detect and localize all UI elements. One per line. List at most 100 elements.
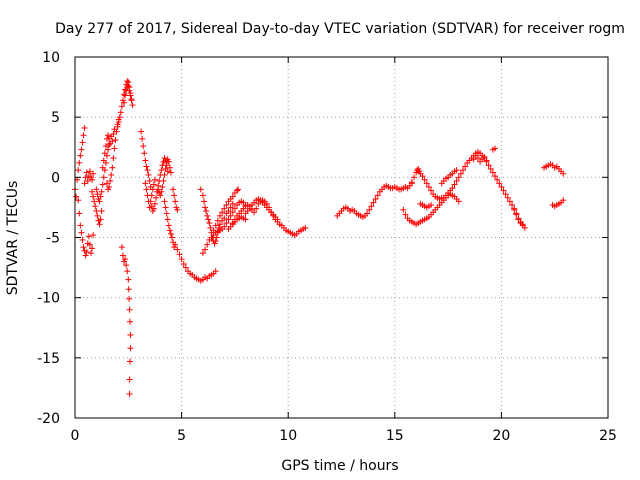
data-point: [449, 185, 456, 192]
data-point: [210, 227, 217, 234]
data-point: [519, 221, 526, 228]
data-point: [86, 168, 93, 175]
data-point: [202, 246, 209, 253]
data-point: [97, 216, 104, 223]
data-point: [205, 216, 212, 223]
data-point: [73, 193, 80, 200]
data-point: [127, 331, 134, 338]
data-point: [221, 205, 228, 212]
data-point: [174, 206, 181, 213]
data-point: [366, 206, 373, 213]
data-point: [451, 181, 458, 188]
data-point: [121, 99, 128, 106]
data-point: [83, 248, 90, 255]
data-point: [182, 264, 189, 271]
data-point: [235, 186, 242, 193]
data-point: [81, 180, 88, 187]
data-point: [169, 234, 176, 241]
data-point: [161, 171, 168, 178]
data-point: [455, 198, 462, 205]
data-point: [109, 164, 116, 171]
tick-labels: 0 5 10 15 20 25 -20 -15 -10 -5 0 5 10: [37, 50, 617, 444]
data-point: [123, 262, 130, 269]
data-point: [455, 174, 462, 181]
data-point: [423, 180, 430, 187]
data-point: [212, 268, 219, 275]
data-point: [149, 186, 156, 193]
data-point: [126, 84, 133, 91]
data-point: [225, 208, 232, 215]
data-point: [112, 137, 119, 144]
data-point: [483, 157, 490, 164]
data-point: [78, 229, 85, 236]
data-point: [127, 345, 134, 352]
data-point: [206, 220, 213, 227]
data-point: [75, 197, 82, 204]
grid: [75, 57, 608, 418]
data-point: [98, 208, 105, 215]
data-point: [144, 167, 151, 174]
data-point: [234, 187, 241, 194]
data-point: [498, 183, 505, 190]
data-point: [108, 171, 115, 178]
data-point: [97, 193, 104, 200]
data-point: [84, 177, 91, 184]
data-point: [428, 187, 435, 194]
data-point: [489, 169, 496, 176]
data-point: [511, 205, 518, 212]
data-point: [113, 128, 120, 135]
data-point: [110, 155, 117, 162]
data-point: [90, 170, 97, 177]
data-point: [99, 181, 106, 188]
data-point: [274, 216, 281, 223]
data-point: [83, 169, 90, 176]
data-point: [167, 230, 174, 237]
data-point: [100, 174, 107, 181]
data-point: [229, 193, 236, 200]
data-point: [103, 180, 110, 187]
data-point: [251, 209, 258, 216]
data-point: [227, 204, 234, 211]
data-point: [75, 167, 82, 174]
data-point: [253, 205, 260, 212]
y-tick-label: 0: [51, 170, 60, 186]
data-point: [374, 192, 381, 199]
data-point: [368, 203, 375, 210]
data-point: [560, 170, 567, 177]
data-point: [219, 209, 226, 216]
data-point: [166, 164, 173, 171]
data-point: [125, 79, 132, 86]
data-point: [462, 163, 469, 170]
data-point: [122, 256, 129, 263]
data-point: [174, 246, 181, 253]
data-point: [428, 202, 435, 209]
data-point: [229, 209, 236, 216]
data-point: [115, 118, 122, 125]
data-point: [213, 234, 220, 241]
data-point: [162, 165, 169, 172]
data-point: [163, 210, 170, 217]
x-tick-label: 25: [599, 428, 617, 444]
data-point: [158, 167, 165, 174]
data-point: [78, 146, 85, 153]
data-point: [460, 167, 467, 174]
data-point: [231, 205, 238, 212]
data-point: [457, 170, 464, 177]
data-point: [123, 87, 130, 94]
x-tick-label: 0: [71, 428, 80, 444]
data-point: [199, 250, 206, 257]
data-point: [82, 174, 89, 181]
x-tick-label: 10: [279, 428, 297, 444]
data-point: [76, 210, 83, 217]
y-tick-label: 10: [42, 50, 60, 66]
data-point: [216, 212, 223, 219]
data-point: [207, 224, 214, 231]
data-point: [139, 135, 146, 142]
data-point: [199, 192, 206, 199]
data-point: [146, 177, 153, 184]
data-point: [126, 295, 133, 302]
data-point: [145, 171, 152, 178]
data-point: [506, 198, 513, 205]
data-point: [85, 233, 92, 240]
data-point: [485, 162, 492, 169]
